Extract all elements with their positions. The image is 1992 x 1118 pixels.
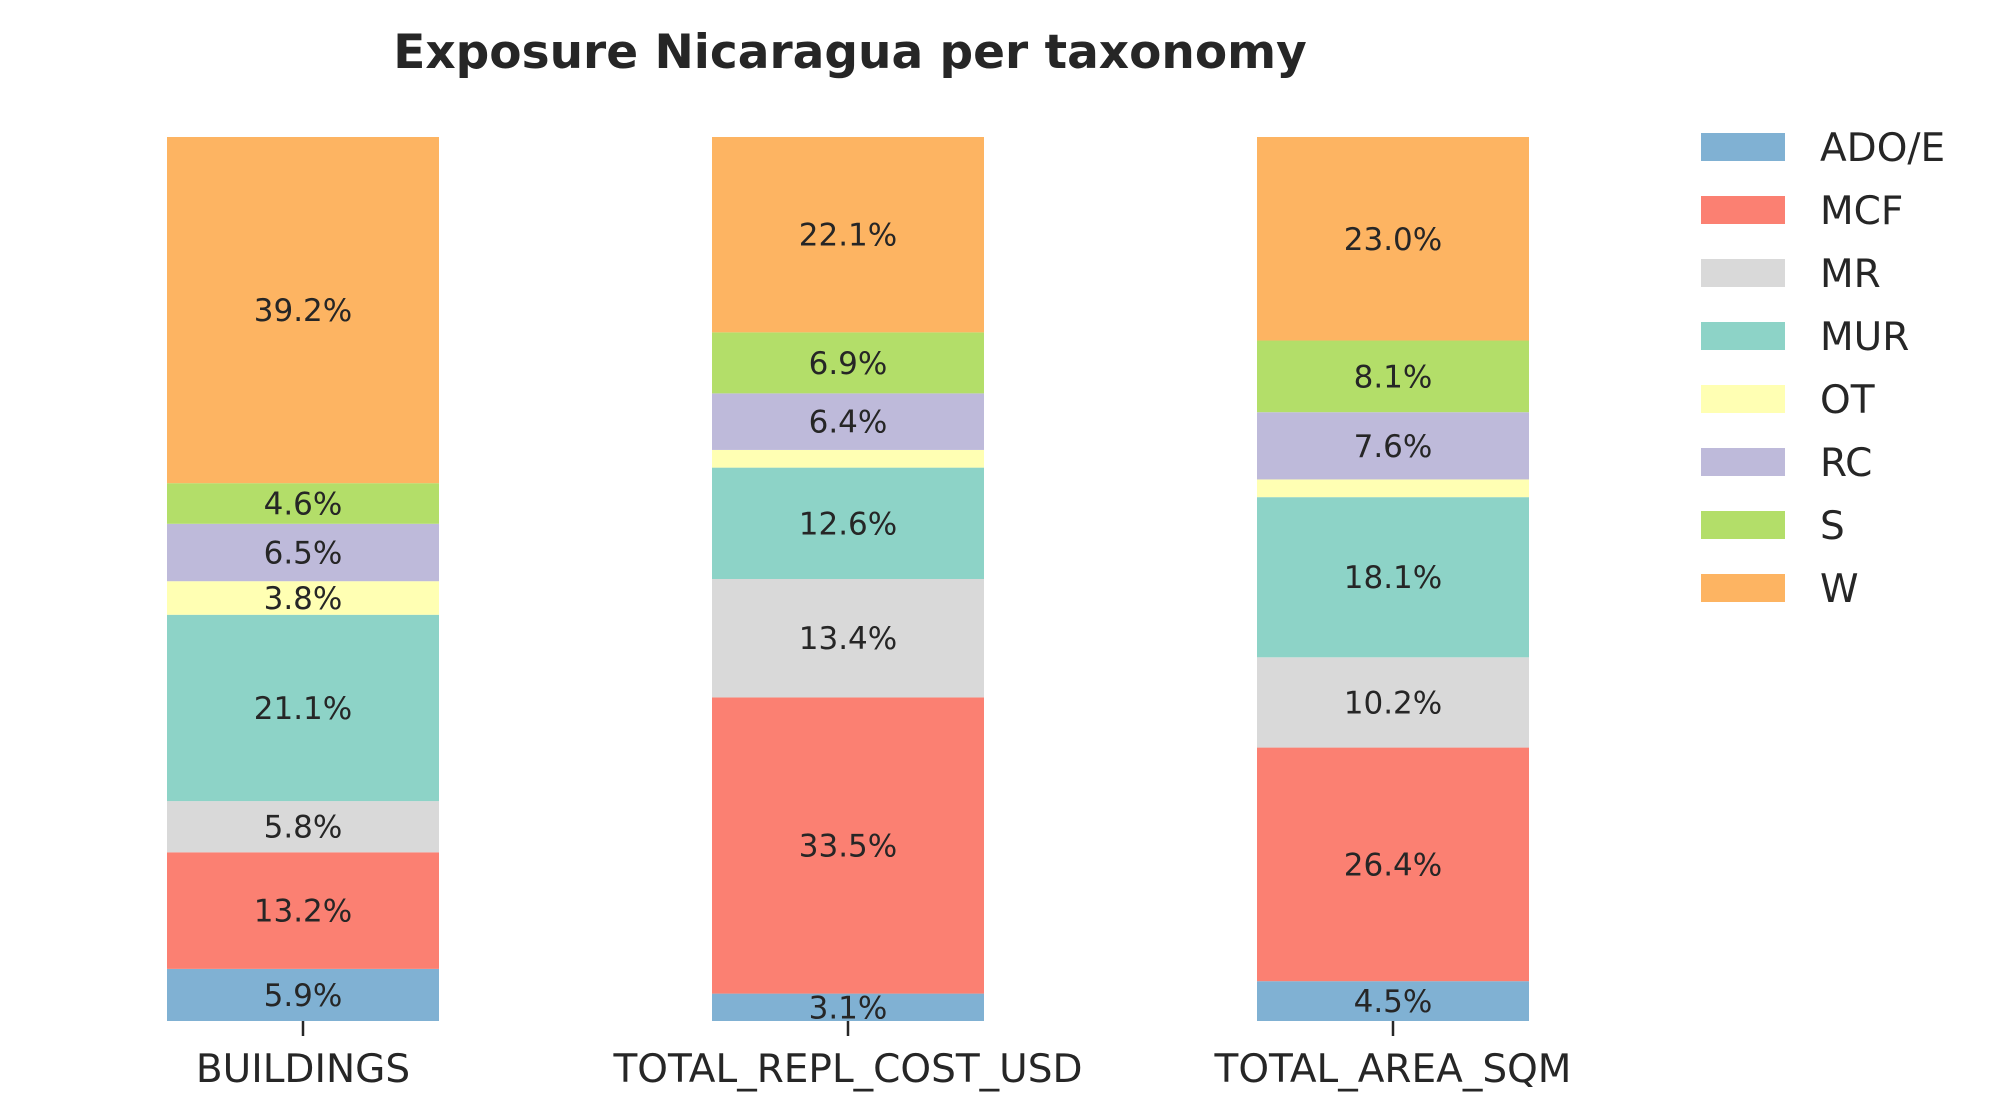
- legend-swatch-mr: [1701, 259, 1785, 287]
- data-label-total-area-sqm-ado-e: 4.5%: [1354, 984, 1433, 1020]
- legend-swatch-rc: [1701, 448, 1785, 476]
- bar-total-repl-cost-usd-mur: [712, 467, 984, 579]
- bar-total-area-sqm-ot: [1257, 479, 1529, 498]
- data-label-total-repl-cost-usd-w: 22.1%: [799, 218, 897, 254]
- data-label-buildings-s: 4.6%: [264, 486, 343, 522]
- bar-total-area-sqm-w: [1257, 137, 1529, 341]
- legend-label-mcf: MCF: [1820, 189, 1903, 234]
- bar-buildings-s: [167, 483, 439, 524]
- x-ticks-layer: BUILDINGS TOTAL_REPL_COST_USD TOTAL_AREA_S…: [196, 1021, 1572, 1092]
- bars-layer: [167, 137, 1529, 1021]
- bar-buildings-mcf: [167, 852, 439, 969]
- legend-swatch-w: [1701, 574, 1785, 602]
- data-label-buildings-mr: 5.8%: [264, 810, 343, 846]
- data-label-total-area-sqm-s: 8.1%: [1354, 359, 1433, 395]
- bar-buildings-mur: [167, 614, 439, 802]
- bar-buildings-mr: [167, 801, 439, 853]
- bar-total-repl-cost-usd-mcf: [712, 697, 984, 994]
- legend-swatch-mur: [1701, 322, 1785, 350]
- bar-buildings-rc: [167, 523, 439, 582]
- legend: ADO/E MCF MR MUR OT RC SW: [1701, 126, 1945, 612]
- bar-total-area-sqm-mcf: [1257, 747, 1529, 982]
- x-tick-label-total-repl-cost-usd: TOTAL_REPL_COST_USD: [612, 1047, 1082, 1092]
- data-label-buildings-mur: 21.1%: [254, 691, 352, 727]
- bar-buildings-w: [167, 137, 439, 484]
- legend-swatch-s: [1701, 511, 1785, 539]
- legend-label-ado-e: ADO/E: [1820, 126, 1945, 171]
- bar-buildings-ado-e: [167, 968, 439, 1021]
- bar-total-area-sqm-mur: [1257, 497, 1529, 658]
- bar-total-repl-cost-usd-mr: [712, 579, 984, 698]
- bar-total-repl-cost-usd-ado-e: [712, 993, 984, 1021]
- bar-total-area-sqm-ado-e: [1257, 981, 1529, 1021]
- bar-total-repl-cost-usd-s: [712, 332, 984, 394]
- data-label-total-area-sqm-mr: 10.2%: [1344, 685, 1442, 721]
- data-label-total-repl-cost-usd-mur: 12.6%: [799, 506, 897, 542]
- data-label-total-repl-cost-usd-ado-e: 3.1%: [809, 990, 888, 1026]
- x-tick-label-total-area-sqm: TOTAL_AREA_SQM: [1214, 1047, 1572, 1092]
- data-label-buildings-ado-e: 5.9%: [264, 978, 343, 1014]
- data-label-total-repl-cost-usd-s: 6.9%: [809, 346, 888, 382]
- bar-total-repl-cost-usd-w: [712, 137, 984, 333]
- legend-label-w: W: [1820, 567, 1859, 612]
- data-label-total-area-sqm-mur: 18.1%: [1344, 560, 1442, 596]
- bar-total-repl-cost-usd-ot: [712, 449, 984, 468]
- bar-total-area-sqm-s: [1257, 340, 1529, 413]
- data-label-buildings-rc: 6.5%: [264, 536, 343, 572]
- legend-label-ot: OT: [1820, 378, 1875, 423]
- segment-labels-layer: 5.9% 13.2% 5.8% 21.1% 3.8% 6.5% 4.6% 39.2% 3.1% 3…: [254, 218, 1442, 1027]
- legend-label-mr: MR: [1820, 252, 1881, 297]
- legend-swatch-mcf: [1701, 196, 1785, 224]
- bar-total-area-sqm-mr: [1257, 657, 1529, 748]
- bar-total-repl-cost-usd-rc: [712, 393, 984, 450]
- legend-label-rc: RC: [1820, 441, 1872, 486]
- legend-label-s: S: [1820, 504, 1845, 549]
- x-tick-label-buildings: BUILDINGS: [196, 1047, 410, 1092]
- data-label-buildings-ot: 3.8%: [264, 581, 343, 617]
- data-label-total-area-sqm-rc: 7.6%: [1354, 429, 1433, 465]
- data-label-total-repl-cost-usd-mr: 13.4%: [799, 621, 897, 657]
- bar-buildings-ot: [167, 581, 439, 615]
- legend-swatch-ot: [1701, 385, 1785, 413]
- data-label-buildings-w: 39.2%: [254, 293, 352, 329]
- chart-title: Exposure Nicaragua per taxonomy: [393, 25, 1307, 80]
- bar-total-area-sqm-rc: [1257, 412, 1529, 480]
- legend-label-mur: MUR: [1820, 315, 1909, 360]
- data-label-total-area-sqm-mcf: 26.4%: [1344, 847, 1442, 883]
- data-label-total-repl-cost-usd-rc: 6.4%: [809, 405, 888, 441]
- data-label-total-area-sqm-w: 23.0%: [1344, 222, 1442, 258]
- data-label-total-repl-cost-usd-mcf: 33.5%: [799, 829, 897, 865]
- legend-swatch-ado-e: [1701, 133, 1785, 161]
- data-label-buildings-mcf: 13.2%: [254, 894, 352, 930]
